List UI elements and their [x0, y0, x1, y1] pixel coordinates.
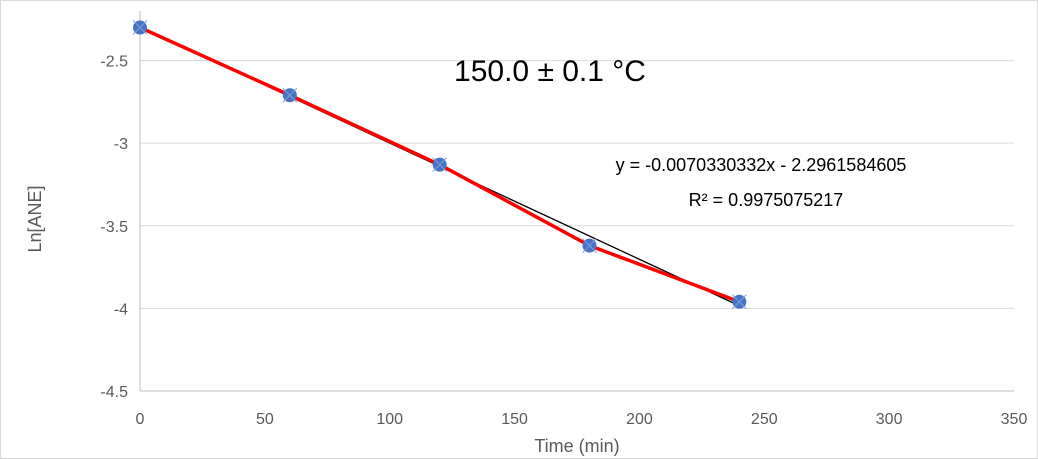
series-layer: [132, 20, 747, 310]
data-point-cross: [731, 294, 747, 310]
x-tick-label: 200: [626, 411, 653, 428]
x-tick-label: 50: [256, 411, 274, 428]
axes: -2.5 -3 -3.5 -4 -4.5 0 50 100 150 200 250 300 350: [100, 11, 1027, 428]
x-tick-label: 350: [1001, 411, 1028, 428]
data-point-cross: [432, 157, 448, 173]
trendline-r-squared: R² = 0.9975075217: [689, 190, 844, 210]
y-tick-label: -3: [114, 136, 128, 153]
y-tick-label: -4.5: [100, 384, 128, 401]
trendline-equation: y = -0.0070330332x - 2.2961584605: [616, 155, 907, 175]
x-tick-label: 0: [136, 411, 145, 428]
y-tick-label: -3.5: [100, 219, 128, 236]
gridlines: [140, 60, 1014, 309]
y-axis-title: Ln[ANE]: [25, 185, 45, 252]
x-tick-label: 300: [876, 411, 903, 428]
x-tick-label: 100: [376, 411, 403, 428]
x-tick-label: 250: [751, 411, 778, 428]
chart-title: 150.0 ± 0.1 °C: [454, 55, 646, 88]
y-tick-label: -2.5: [100, 54, 128, 71]
data-point-cross: [132, 20, 148, 35]
x-axis-title: Time (min): [534, 436, 619, 456]
data-point-cross: [282, 87, 298, 103]
y-tick-label: -4: [114, 301, 128, 318]
x-tick-label: 150: [501, 411, 528, 428]
data-point-cross: [582, 238, 597, 253]
